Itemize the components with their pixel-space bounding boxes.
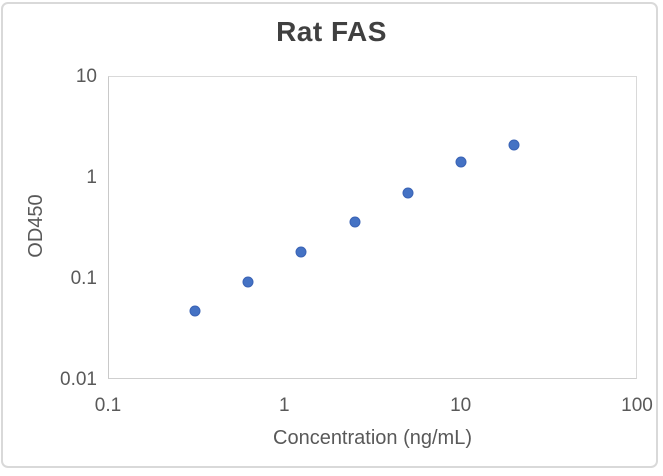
data-point [189,305,201,317]
data-point [402,187,414,199]
y-tick-label: 1 [86,167,97,188]
y-tick-label: 0.1 [70,268,97,289]
x-tick-label: 1 [279,395,290,416]
x-tick-label: 0.1 [94,395,122,416]
data-point [242,276,254,288]
x-axis-title: Concentration (ng/mL) [273,427,472,449]
x-tick-label: 10 [450,395,472,416]
y-tick-label: 10 [75,66,97,87]
chart-title: Rat FAS [276,16,387,47]
y-tick-label: 0.01 [60,369,97,390]
plot-area [108,76,637,379]
data-point [508,139,520,151]
data-point [349,216,360,228]
data-point [455,156,467,168]
x-tick-label: 100 [621,395,653,416]
data-point [295,246,307,258]
